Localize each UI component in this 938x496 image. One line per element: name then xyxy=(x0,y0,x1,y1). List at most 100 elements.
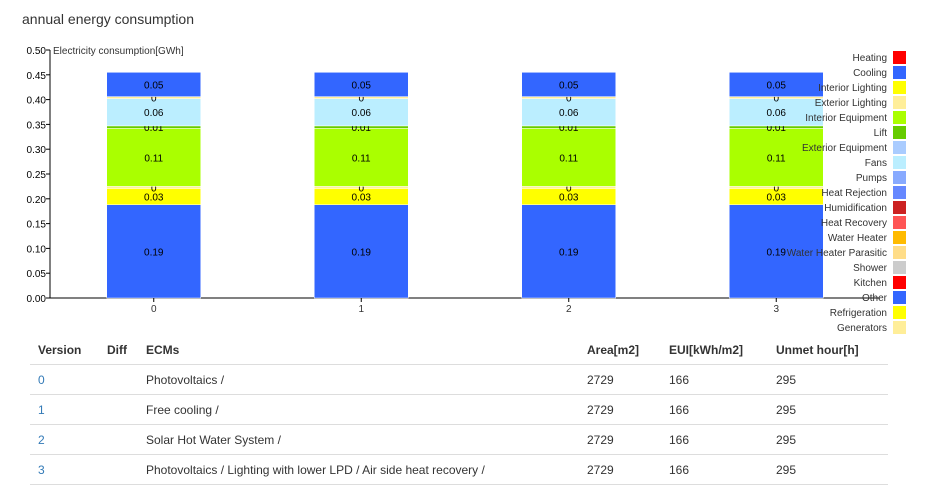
legend-swatch xyxy=(893,141,906,154)
legend-label: Kitchen xyxy=(854,278,887,289)
legend-swatch xyxy=(893,276,906,289)
bar-segment-label: 0.11 xyxy=(559,153,578,164)
legend-swatch xyxy=(893,111,906,124)
version-link[interactable]: 1 xyxy=(30,394,99,425)
bar-segment xyxy=(729,128,824,187)
y-tick-label: 0.40 xyxy=(27,96,47,107)
legend-label: Lift xyxy=(874,128,888,139)
y-tick-label: 0.15 xyxy=(27,220,47,231)
legend-label: Interior Equipment xyxy=(805,113,887,124)
col-header-version: Version xyxy=(30,336,99,365)
legend-swatch xyxy=(893,81,906,94)
legend-label: Water Heater xyxy=(828,233,888,244)
bar-segment-label: 0.05 xyxy=(559,80,579,91)
legend-swatch xyxy=(893,156,906,169)
bar-segment xyxy=(729,98,824,127)
y-tick-label: 0.35 xyxy=(27,120,47,131)
x-tick-label: 3 xyxy=(773,304,779,315)
bar-segment-label: 0.01 xyxy=(559,123,579,134)
table-row: 3 Photovoltaics / Lighting with lower LP… xyxy=(30,454,888,485)
legend-label: Fans xyxy=(865,158,887,169)
legend-label: Refrigeration xyxy=(830,308,887,319)
ecms-cell: Photovoltaics / Lighting with lower LPD … xyxy=(138,454,579,485)
bar-segment-label: 0.03 xyxy=(767,193,787,204)
version-link[interactable]: 2 xyxy=(30,424,99,455)
table-row: 2 Solar Hot Water System / 2729 166 295 xyxy=(30,424,888,455)
version-link[interactable]: 0 xyxy=(30,364,99,395)
y-tick-label: 0.10 xyxy=(27,244,47,255)
table-row: 1 Free cooling / 2729 166 295 xyxy=(30,394,888,425)
bar-segment-label: 0.06 xyxy=(559,108,579,119)
legend-label: Heat Rejection xyxy=(821,188,887,199)
bar-segment-label: 0.01 xyxy=(767,123,787,134)
bar-segment-label: 0.05 xyxy=(144,80,164,91)
bar-segment-label: 0.01 xyxy=(352,123,372,134)
legend-label: Interior Lighting xyxy=(818,83,887,94)
unmet-hour-cell: 295 xyxy=(768,454,888,485)
energy-stacked-bar-chart: 0.00 0.05 0.10 0.15 0.20 0.25 0.30 0.35 0.40 0.45… xyxy=(27,46,906,334)
legend-label: Generators xyxy=(837,323,887,334)
versions-table: Version Diff ECMs Area[m2] EUI[kWh/m2] U… xyxy=(30,336,888,485)
bar-segment xyxy=(314,128,409,187)
legend-swatch xyxy=(893,51,906,64)
ecms-cell: Free cooling / xyxy=(138,394,579,425)
legend-swatch xyxy=(893,66,906,79)
legend-swatch xyxy=(893,171,906,184)
x-tick-label: 2 xyxy=(566,304,572,315)
legend-swatch xyxy=(893,306,906,319)
col-header-unmet-hour: Unmet hour[h] xyxy=(768,336,888,365)
eui-cell: 166 xyxy=(661,394,768,425)
diff-cell xyxy=(99,454,138,485)
legend-label: Water Heater Parasitic xyxy=(787,248,887,259)
col-header-eui: EUI[kWh/m2] xyxy=(661,336,768,365)
legend-swatch xyxy=(893,96,906,109)
bar-segment-label: 0.19 xyxy=(352,247,372,258)
y-axis-label: Electricity consumption[GWh] xyxy=(53,46,184,57)
table-row: 0 Photovoltaics / 2729 166 295 xyxy=(30,364,888,395)
x-tick-label: 1 xyxy=(358,304,364,315)
bar-segment-label: 0 xyxy=(151,183,157,194)
diff-cell xyxy=(99,364,138,395)
bar-segment xyxy=(106,72,201,97)
y-tick-label: 0.30 xyxy=(27,145,47,156)
col-header-diff: Diff xyxy=(99,336,138,365)
bar-segment-label: 0.11 xyxy=(144,153,163,164)
bar-segment-label: 0.06 xyxy=(352,108,372,119)
bar-segment-label: 0.03 xyxy=(352,193,372,204)
col-header-ecms: ECMs xyxy=(138,336,579,365)
legend-label: Humidification xyxy=(824,203,887,214)
bar-segment-label: 0.03 xyxy=(144,193,164,204)
legend-label: Shower xyxy=(853,263,888,274)
bar-segment xyxy=(521,204,616,299)
bar-segment xyxy=(521,72,616,97)
bar-segment xyxy=(729,72,824,97)
legend-swatch xyxy=(893,216,906,229)
bar-segment xyxy=(106,98,201,127)
legend-swatch xyxy=(893,261,906,274)
bar-segment-label: 0 xyxy=(773,183,779,194)
bar-segment-label: 0.05 xyxy=(767,80,787,91)
bar-segment-label: 0.19 xyxy=(767,247,787,258)
y-tick-label: 0.25 xyxy=(27,170,47,181)
bar-segment xyxy=(106,128,201,187)
unmet-hour-cell: 295 xyxy=(768,364,888,395)
bar-segment-label: 0 xyxy=(566,94,572,105)
legend-label: Other xyxy=(862,293,888,304)
bar-segment xyxy=(729,204,824,299)
bar-segment-label: 0 xyxy=(358,183,364,194)
bar-segment-label: 0 xyxy=(358,94,364,105)
y-tick-label: 0.50 xyxy=(27,46,47,57)
eui-cell: 166 xyxy=(661,364,768,395)
y-tick-label: 0.20 xyxy=(27,195,47,206)
area-cell: 2729 xyxy=(579,454,661,485)
diff-cell xyxy=(99,424,138,455)
y-tick-label: 0.05 xyxy=(27,269,47,280)
diff-cell xyxy=(99,394,138,425)
area-cell: 2729 xyxy=(579,424,661,455)
legend-swatch xyxy=(893,291,906,304)
legend-label: Exterior Lighting xyxy=(815,98,887,109)
ecms-cell: Photovoltaics / xyxy=(138,364,579,395)
legend-label: Pumps xyxy=(856,173,887,184)
version-link[interactable]: 3 xyxy=(30,454,99,485)
bar-segment-label: 0.06 xyxy=(767,108,787,119)
